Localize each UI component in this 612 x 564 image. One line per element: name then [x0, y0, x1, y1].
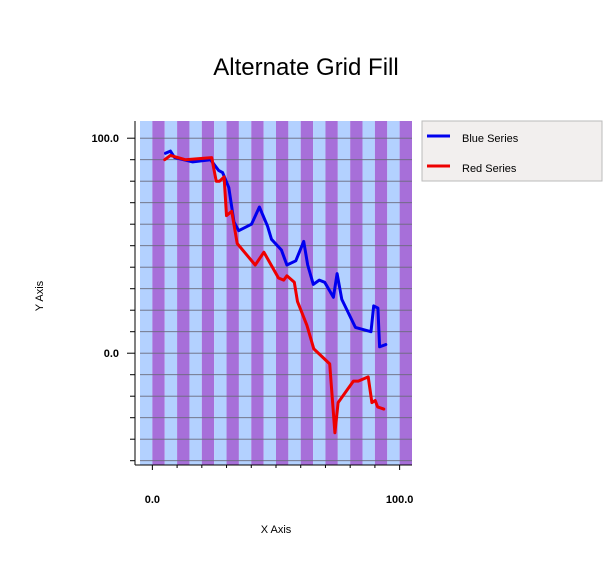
series-line-red-series — [163, 153, 386, 435]
grid-band — [177, 121, 190, 465]
grid-band — [201, 121, 215, 465]
grid-band — [276, 121, 289, 465]
x-tick-label: 100.0 — [386, 494, 414, 506]
grid-band — [226, 121, 239, 465]
grid-band — [350, 121, 363, 465]
legend: Blue Series Red Series — [421, 120, 603, 182]
grid-band — [300, 121, 314, 465]
grid-bands — [140, 121, 412, 465]
grid-band — [288, 121, 301, 465]
grid-band — [362, 121, 375, 465]
grid-band — [214, 121, 227, 465]
y-axis-label: Y Axis — [34, 280, 46, 311]
y-minor-ticks — [127, 137, 135, 462]
grid-band — [337, 121, 351, 465]
y-tick-label: 0.0 — [104, 348, 119, 360]
grid-band — [263, 121, 276, 465]
legend-box — [421, 120, 603, 182]
x-tick-label: 0.0 — [145, 494, 160, 506]
tick-labels: 0.0 100.0 0.0 100.0 — [91, 133, 413, 506]
series-line-blue-series — [164, 149, 388, 349]
grid-band — [238, 121, 252, 465]
horizontal-gridlines — [140, 137, 412, 462]
legend-label: Blue Series — [462, 133, 519, 145]
grid-band — [399, 121, 412, 465]
grid-band — [251, 121, 264, 465]
x-minor-ticks — [151, 465, 401, 470]
grid-band — [164, 121, 178, 465]
chart-title: Alternate Grid Fill — [213, 54, 398, 81]
x-axis-label: X Axis — [261, 524, 292, 536]
y-tick-label: 100.0 — [91, 133, 119, 145]
axes — [134, 121, 412, 466]
grid-band — [374, 121, 388, 465]
grid-band — [313, 121, 326, 465]
series-lines — [163, 149, 388, 435]
grid-band — [387, 121, 400, 465]
grid-band — [189, 121, 202, 465]
grid-band — [152, 121, 165, 465]
grid-band — [140, 121, 153, 465]
legend-label: Red Series — [462, 163, 517, 175]
